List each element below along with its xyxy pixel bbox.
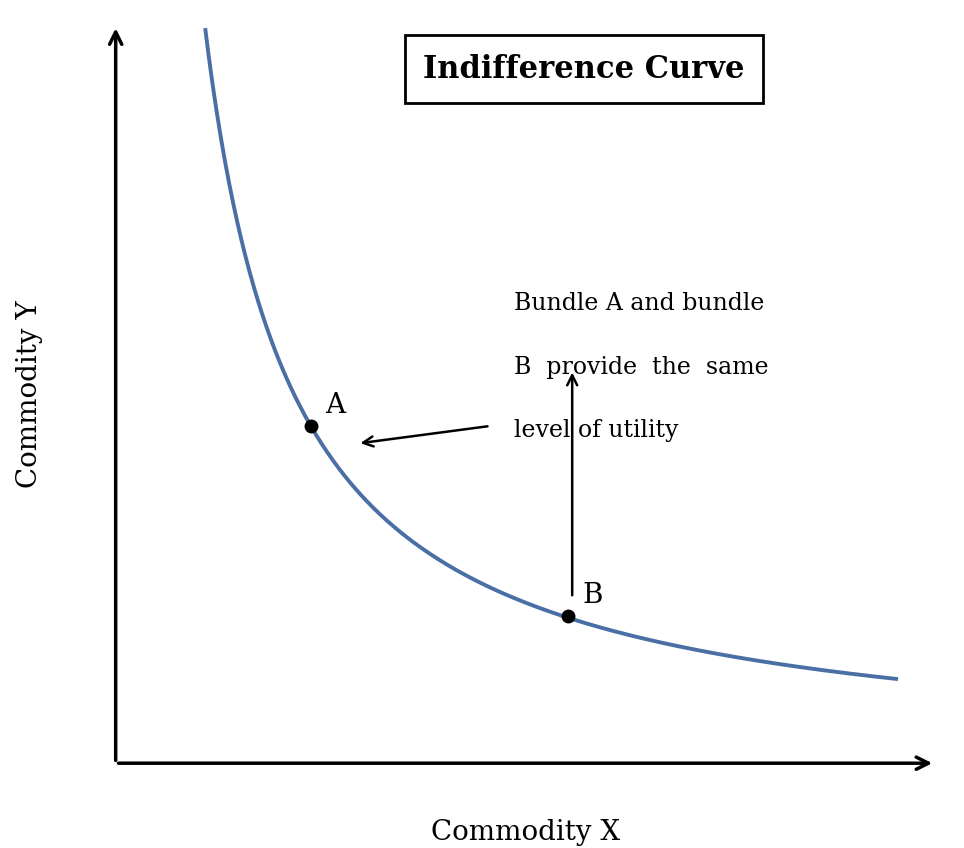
Text: B: B	[582, 582, 602, 609]
Text: Commodity X: Commodity X	[431, 819, 620, 846]
Text: Indifference Curve: Indifference Curve	[423, 53, 744, 85]
Text: Commodity Y: Commodity Y	[16, 300, 43, 488]
Text: level of utility: level of utility	[514, 419, 679, 442]
Text: B  provide  the  same: B provide the same	[514, 355, 768, 379]
Text: A: A	[325, 393, 345, 419]
Text: Bundle A and bundle: Bundle A and bundle	[514, 293, 764, 315]
